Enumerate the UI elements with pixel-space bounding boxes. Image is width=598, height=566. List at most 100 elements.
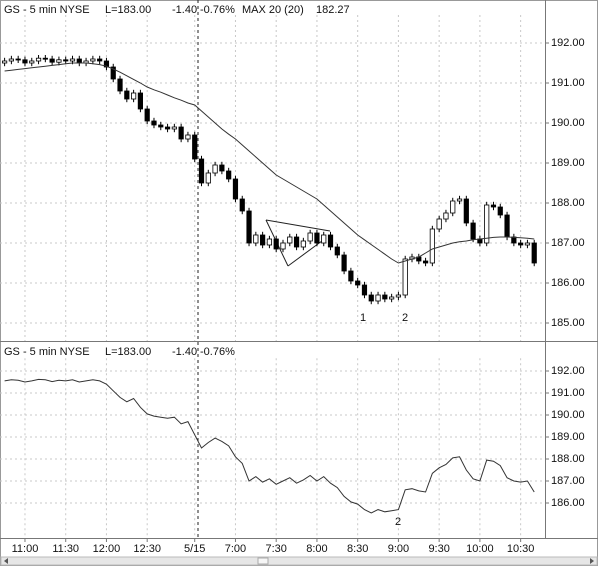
candle-body [35, 57, 42, 62]
quote-info: -1.40 [172, 346, 197, 358]
x-tick-label: 10:30 [507, 543, 535, 555]
x-tick-label: 8:30 [347, 543, 368, 555]
candle-body [497, 206, 503, 216]
candle-body [103, 60, 110, 68]
price-line [4, 378, 535, 514]
candle-body [151, 120, 157, 126]
candle-body [144, 108, 150, 122]
candle-body [321, 234, 327, 244]
x-tick-label: 7:00 [225, 543, 246, 555]
candle-body [266, 238, 273, 246]
y-tick-label: 187.00 [551, 475, 585, 487]
candle-body [450, 200, 456, 214]
quote-info: -0.76% [200, 4, 235, 16]
x-tick-label: 9:00 [388, 543, 409, 555]
candle-body [361, 284, 368, 296]
candle-body [314, 232, 320, 244]
ma-label: MAX 20 (20) [242, 4, 304, 16]
candle-body [382, 294, 388, 300]
candle-body [273, 238, 279, 250]
x-tick-label: 11:30 [52, 543, 79, 555]
candle-body [1, 60, 8, 64]
candle-body [226, 170, 232, 180]
y-tick-label: 188.00 [551, 197, 585, 209]
candle-body [8, 58, 14, 62]
x-tick-label: 10:00 [466, 543, 494, 555]
candle-body [443, 212, 449, 220]
candle-body [484, 204, 490, 244]
candle-body [212, 164, 218, 174]
candle-body [355, 280, 361, 286]
candle-body [164, 126, 171, 130]
candle-body [429, 228, 435, 264]
candle-body [253, 234, 259, 244]
x-tick-label: 11:00 [12, 543, 39, 555]
x-tick-label: 12:00 [93, 543, 121, 555]
candle-body [348, 270, 354, 282]
panel-title: GS - 5 min NYSE [4, 4, 90, 16]
candle-body [29, 60, 35, 64]
candle-body [97, 58, 103, 62]
y-tick-label: 191.00 [551, 77, 585, 89]
y-tick-label: 190.00 [551, 409, 585, 421]
y-tick-label: 186.00 [551, 277, 585, 289]
candle-body [76, 58, 82, 64]
y-tick-label: 192.00 [551, 37, 585, 49]
annotation: 2 [402, 312, 408, 324]
y-tick-label: 190.00 [551, 117, 585, 129]
candle-body [280, 242, 286, 250]
quote-info: L=183.00 [105, 346, 151, 358]
x-tick-label: 12:30 [133, 543, 161, 555]
candle-body [239, 198, 245, 212]
grids [0, 15, 545, 536]
x-tick-label: 8:00 [306, 543, 327, 555]
y-tick-label: 186.00 [551, 497, 585, 509]
annotation: 2 [395, 516, 401, 528]
quote-info: L=183.00 [105, 4, 151, 16]
candle-body [42, 57, 48, 60]
candle-body [246, 210, 252, 244]
y-tick-label: 189.00 [551, 157, 585, 169]
candle-body [131, 92, 137, 100]
candle-body [524, 242, 531, 246]
candle-body [436, 218, 442, 230]
candle-body [395, 294, 402, 298]
candle-body [375, 294, 381, 302]
candle-body [171, 126, 177, 130]
y-tick-label: 185.00 [551, 317, 585, 329]
candle-body [287, 236, 293, 244]
candle-body [219, 164, 225, 172]
candle-body [198, 158, 205, 184]
panel-title: GS - 5 min NYSE [4, 346, 90, 358]
y-tick-label: 187.00 [551, 237, 585, 249]
candle-body [22, 59, 28, 64]
candle-body [49, 58, 55, 63]
candle-body [117, 78, 123, 92]
candle-body [327, 234, 334, 248]
candle-body [389, 296, 395, 300]
candle-body [137, 92, 143, 110]
candle-body [293, 236, 300, 248]
candle-body [300, 240, 306, 248]
candle-body [178, 126, 184, 140]
candle-body [456, 198, 463, 202]
quote-info: -1.40 [172, 4, 197, 16]
candle-body [56, 59, 62, 63]
candle-body [90, 58, 96, 62]
candle-body [232, 178, 239, 200]
y-tick-label: 189.00 [551, 431, 585, 443]
candle-body [69, 58, 76, 62]
candle-body [124, 90, 130, 100]
x-tick-label: 7:30 [265, 543, 286, 555]
candle-body [470, 222, 476, 240]
candle-body [205, 172, 211, 184]
candle-body [518, 242, 524, 246]
scrollbar[interactable] [0, 556, 598, 566]
candle-body [185, 134, 191, 140]
x-tick-label: 9:30 [428, 543, 449, 555]
candle-body [422, 260, 429, 264]
annotation: 1 [360, 312, 366, 324]
candle-body [192, 134, 198, 160]
candle-body [158, 124, 164, 128]
y-tick-label: 191.00 [551, 387, 585, 399]
